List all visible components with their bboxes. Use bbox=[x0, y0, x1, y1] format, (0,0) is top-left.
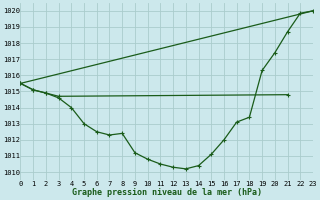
X-axis label: Graphe pression niveau de la mer (hPa): Graphe pression niveau de la mer (hPa) bbox=[72, 188, 262, 197]
